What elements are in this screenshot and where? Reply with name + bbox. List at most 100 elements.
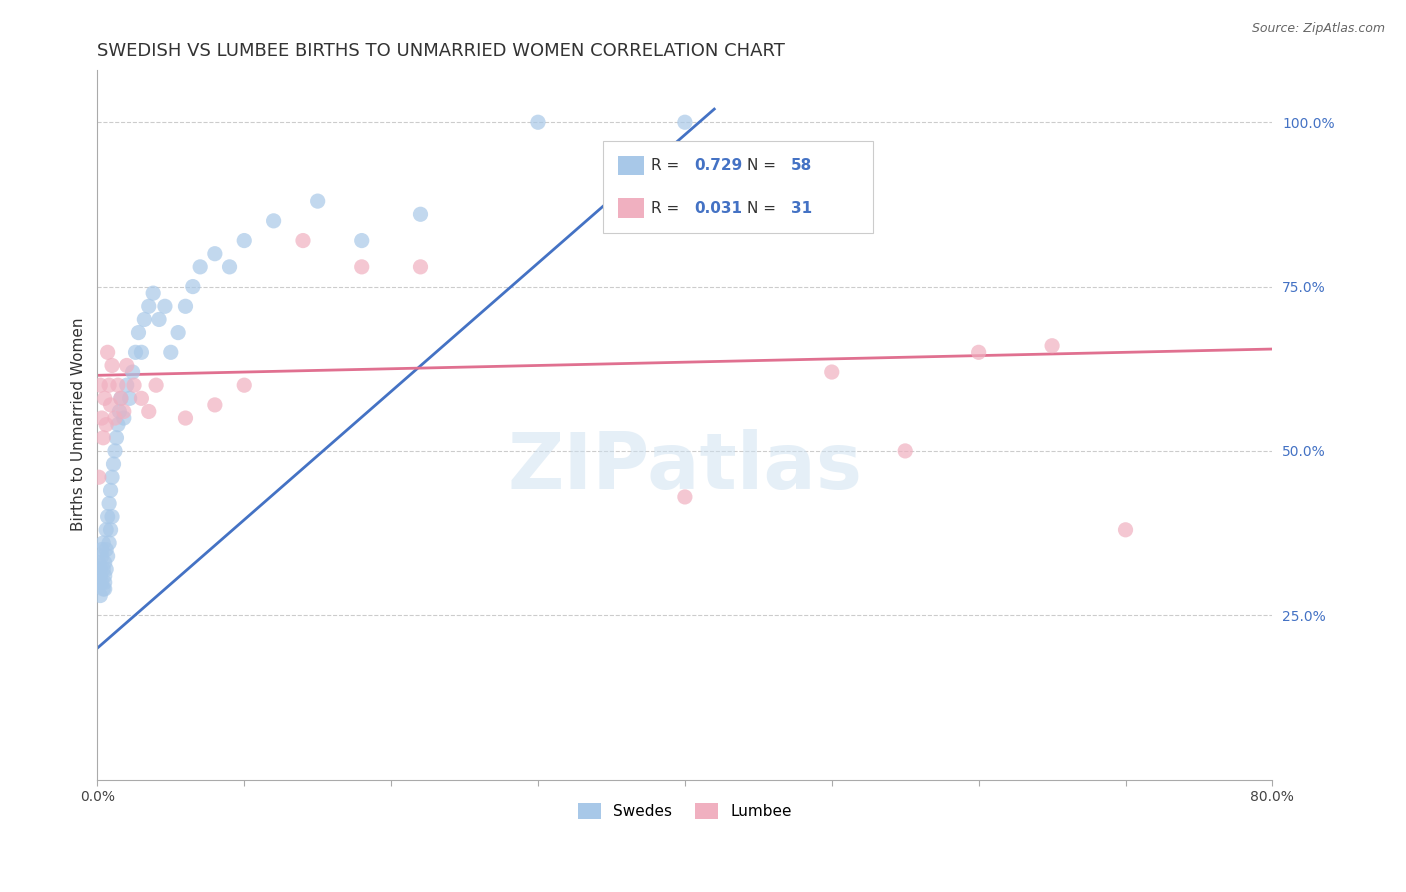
Text: Source: ZipAtlas.com: Source: ZipAtlas.com [1251,22,1385,36]
Point [96,523,118,537]
Point [894,444,917,458]
Point [142,286,165,301]
FancyBboxPatch shape [617,155,644,176]
Point [350,260,373,274]
Point [87,575,110,590]
Point [96,562,118,576]
Point [87,556,110,570]
Text: 0.729: 0.729 [695,158,742,173]
Point [527,115,550,129]
Point [124,345,146,359]
Text: N =: N = [747,201,782,216]
Point [118,392,141,406]
Point [90,542,112,557]
Point [96,417,118,432]
Point [107,378,129,392]
Text: SWEDISH VS LUMBEE BIRTHS TO UNMARRIED WOMEN CORRELATION CHART: SWEDISH VS LUMBEE BIRTHS TO UNMARRIED WO… [97,42,785,60]
Point [101,470,124,484]
Point [350,234,373,248]
Point [167,326,190,340]
Point [90,411,112,425]
Point [93,556,115,570]
Point [967,345,990,359]
Point [122,378,145,392]
Point [103,457,125,471]
Point [233,234,256,248]
Point [307,194,329,208]
Text: R =: R = [651,158,683,173]
Point [291,234,314,248]
Point [93,569,115,583]
Point [204,246,226,260]
Point [105,431,128,445]
Point [104,411,127,425]
Point [91,536,114,550]
Text: N =: N = [747,158,782,173]
Point [153,299,176,313]
Point [87,470,110,484]
Point [110,392,132,406]
Point [673,490,696,504]
Point [409,207,432,221]
Point [100,398,122,412]
Point [409,260,432,274]
Point [89,562,111,576]
Point [145,378,167,392]
Text: 0.031: 0.031 [695,201,742,216]
Point [93,582,115,596]
Point [134,312,156,326]
Point [93,575,115,590]
Point [97,509,120,524]
Point [131,345,153,359]
Point [115,359,138,373]
Point [93,392,115,406]
Point [263,214,285,228]
Point [204,398,226,412]
Point [131,392,153,406]
FancyBboxPatch shape [617,198,644,218]
Point [138,404,160,418]
Point [174,299,197,313]
Point [821,365,844,379]
Point [101,509,124,524]
Point [98,378,121,392]
Point [188,260,211,274]
Point [89,569,111,583]
Y-axis label: Births to Unmarried Women: Births to Unmarried Women [72,318,86,532]
Text: R =: R = [651,201,683,216]
Point [112,411,135,425]
Point [159,345,181,359]
Point [104,444,127,458]
Point [233,378,256,392]
Point [89,378,111,392]
Point [89,589,111,603]
Point [107,417,129,432]
Point [100,523,122,537]
Point [90,549,112,563]
Point [148,312,170,326]
Point [91,562,114,576]
Point [101,359,124,373]
Point [98,496,121,510]
Point [127,326,149,340]
Point [108,404,131,418]
Point [181,279,204,293]
Point [1115,523,1137,537]
Point [91,431,114,445]
Point [121,365,143,379]
Point [96,542,118,557]
FancyBboxPatch shape [603,141,873,233]
Point [110,392,132,406]
Point [138,299,160,313]
Point [90,575,112,590]
Point [91,582,114,596]
Point [115,378,138,392]
Text: 31: 31 [790,201,811,216]
Point [673,115,696,129]
Point [174,411,197,425]
Point [97,549,120,563]
Point [1040,339,1063,353]
Text: 58: 58 [790,158,811,173]
Point [97,345,120,359]
Text: ZIPatlas: ZIPatlas [508,429,862,505]
